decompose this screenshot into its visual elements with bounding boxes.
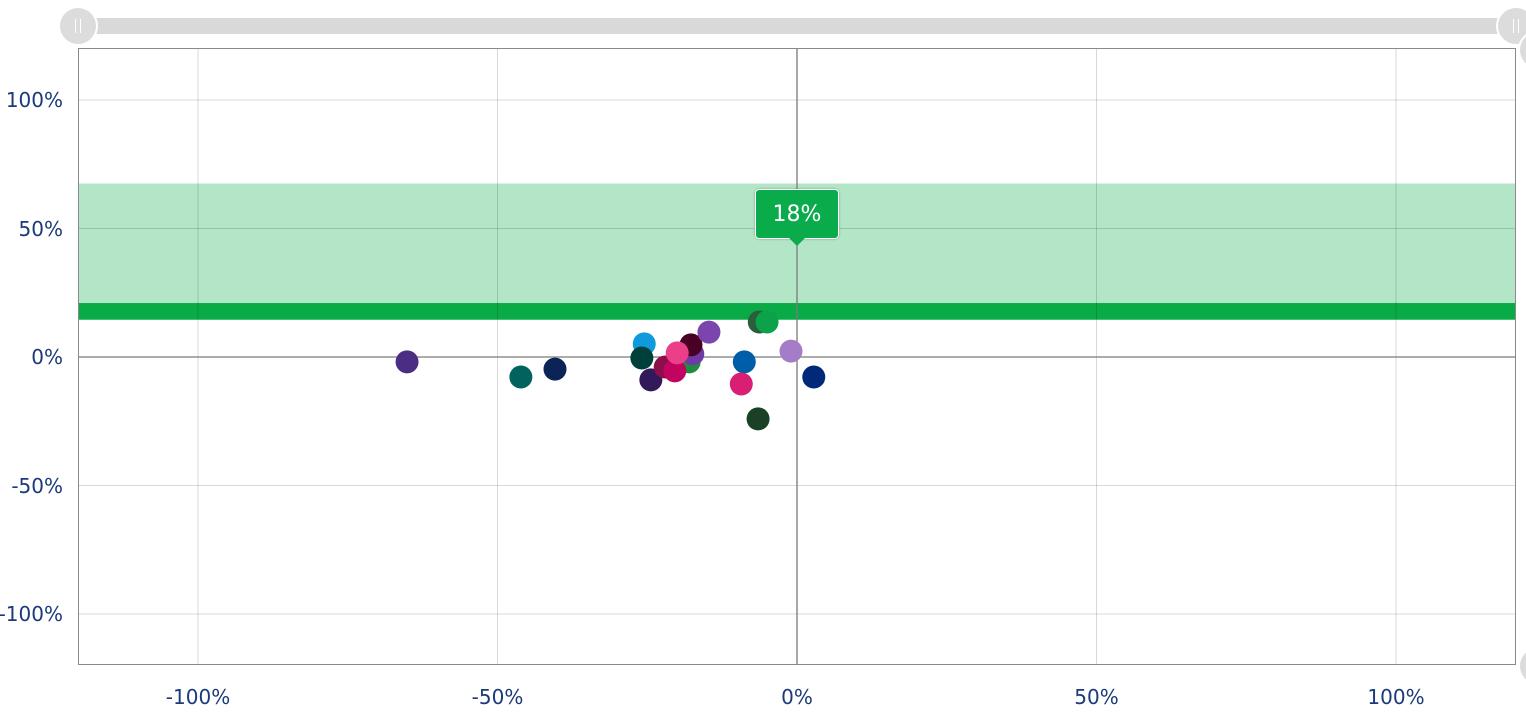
scatter-plot-area <box>78 48 1516 665</box>
x-tick-label: 50% <box>1074 685 1119 709</box>
data-point[interactable] <box>663 359 687 383</box>
data-point[interactable] <box>395 350 419 374</box>
y-tick-label: 50% <box>18 216 63 241</box>
horizontal-slider-right-handle[interactable] <box>1496 6 1526 46</box>
data-point[interactable] <box>755 310 779 334</box>
data-point[interactable] <box>509 365 533 389</box>
horizontal-range-slider-track[interactable] <box>78 18 1518 34</box>
x-tick-label: -50% <box>471 685 524 709</box>
x-tick-label: 0% <box>781 685 813 709</box>
value-tooltip: 18% <box>755 189 839 239</box>
data-point[interactable] <box>746 407 770 431</box>
data-point[interactable] <box>630 346 654 370</box>
data-point[interactable] <box>802 365 826 389</box>
grip-icon <box>75 19 81 33</box>
y-tick-label: -100% <box>0 602 63 626</box>
y-tick-label: 0% <box>31 345 63 369</box>
tooltip-label: 18% <box>772 201 822 227</box>
data-point[interactable] <box>543 357 567 381</box>
data-point[interactable] <box>665 341 689 365</box>
grip-icon <box>1513 19 1519 33</box>
x-tick-label: 100% <box>1367 685 1425 709</box>
x-tick-label: -100% <box>165 685 231 709</box>
data-point[interactable] <box>732 350 756 374</box>
y-tick-label: -50% <box>11 473 63 498</box>
data-point[interactable] <box>697 320 721 344</box>
horizontal-slider-left-handle[interactable] <box>58 6 98 46</box>
data-point[interactable] <box>779 339 803 363</box>
data-point[interactable] <box>729 372 753 396</box>
y-tick-label: 100% <box>5 88 63 112</box>
plot-canvas <box>79 49 1515 664</box>
vertical-slider-bottom-handle[interactable] <box>1518 646 1526 686</box>
